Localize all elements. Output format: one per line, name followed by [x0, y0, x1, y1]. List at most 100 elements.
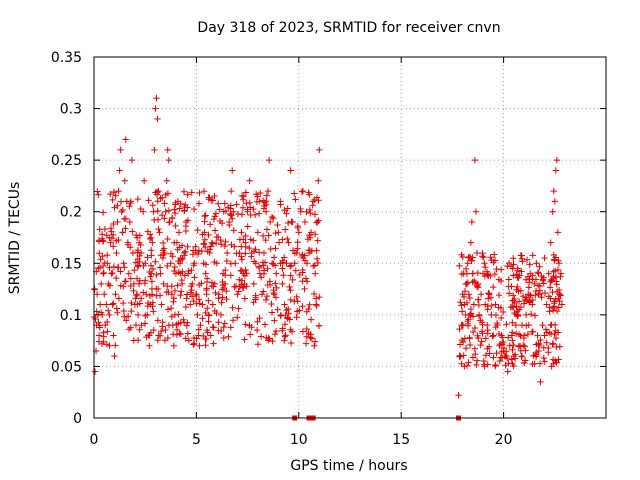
data-point: [508, 356, 515, 363]
data-point: [203, 286, 210, 294]
data-point: [203, 326, 211, 334]
data-point: [465, 359, 472, 366]
data-point: [271, 330, 279, 338]
data-point: [196, 342, 203, 349]
data-point: [533, 351, 540, 359]
data-point: [250, 237, 257, 244]
data-point: [311, 262, 319, 269]
data-point: [527, 292, 534, 299]
data-point: [552, 167, 560, 174]
data-point: [472, 208, 480, 215]
data-point: [292, 196, 299, 203]
data-point: [124, 313, 132, 320]
data-point: [221, 320, 229, 327]
data-point: [509, 360, 516, 368]
data-point: [233, 250, 240, 257]
data-point: [117, 282, 124, 289]
data-point: [469, 354, 477, 361]
data-point: [231, 283, 238, 291]
data-point: [303, 333, 310, 340]
data-point: [526, 291, 534, 299]
y-axis-tick-labels: 0 0.05 0.1 0.15 0.2 0.25 0.3 0.35: [51, 50, 82, 427]
data-point: [301, 218, 309, 226]
data-point: [157, 270, 164, 277]
data-point: [194, 311, 201, 319]
data-point: [126, 203, 133, 210]
data-point: [189, 251, 197, 258]
data-point: [274, 221, 281, 229]
data-point: [547, 239, 554, 246]
data-point: [253, 326, 261, 334]
data-point: [545, 349, 552, 356]
data-point: [486, 350, 493, 357]
data-point: [148, 278, 156, 285]
data-point: [525, 297, 533, 305]
data-point: [132, 231, 140, 239]
data-point: [471, 324, 479, 332]
data-point: [234, 210, 242, 218]
data-point: [481, 260, 488, 267]
data-point: [200, 188, 208, 195]
data-point: [134, 195, 142, 203]
data-point: [474, 269, 482, 277]
data-point: [461, 288, 469, 295]
data-point: [287, 326, 294, 333]
data-point: [126, 218, 134, 226]
data-point: [171, 263, 179, 271]
data-point: [289, 276, 296, 284]
data-point: [250, 280, 257, 288]
data-point: [232, 283, 240, 290]
data-point: [96, 250, 103, 257]
data-point: [456, 325, 463, 333]
data-point: [123, 317, 130, 324]
data-point: [228, 187, 235, 195]
x-axis-tick-labels: 0 5 10 15 20: [90, 432, 513, 448]
data-point: [279, 265, 286, 272]
data-point: [122, 215, 130, 222]
data-point: [190, 205, 198, 213]
data-point: [229, 215, 236, 222]
data-point: [266, 218, 274, 226]
data-point: [475, 301, 483, 309]
data-point: [513, 271, 520, 278]
data-point: [242, 232, 249, 240]
data-point: [202, 270, 209, 277]
data-point: [551, 330, 558, 338]
data-point: [484, 345, 491, 352]
data-point: [467, 254, 474, 261]
data-point: [554, 266, 562, 274]
data-point: [199, 301, 206, 308]
data-point: [311, 231, 319, 238]
data-point: [98, 231, 106, 238]
data-point: [182, 222, 190, 230]
data-point: [164, 146, 171, 154]
data-point: [279, 325, 286, 332]
data-point: [103, 341, 111, 348]
data-point: [116, 167, 123, 174]
data-point: [538, 272, 545, 280]
data-point: [149, 239, 156, 246]
data-point: [207, 332, 214, 339]
data-point: [491, 251, 498, 258]
data-point: [93, 308, 100, 315]
data-point: [537, 378, 544, 386]
data-point: [215, 291, 223, 298]
data-point: [267, 245, 274, 253]
data-point: [171, 206, 178, 213]
data-point: [459, 253, 467, 261]
data-point: [172, 222, 179, 230]
data-point: [294, 308, 301, 315]
data-point: [306, 301, 313, 308]
data-point: [467, 239, 475, 246]
data-point: [136, 277, 144, 284]
data-point: [295, 229, 302, 236]
data-point: [216, 217, 224, 225]
data-point: [184, 243, 191, 250]
data-point: [209, 301, 216, 308]
data-point: [302, 275, 310, 282]
data-point: [263, 226, 271, 233]
data-point: [553, 288, 561, 295]
data-point: [492, 301, 499, 308]
data-point: [477, 291, 485, 298]
data-point: [190, 297, 197, 305]
